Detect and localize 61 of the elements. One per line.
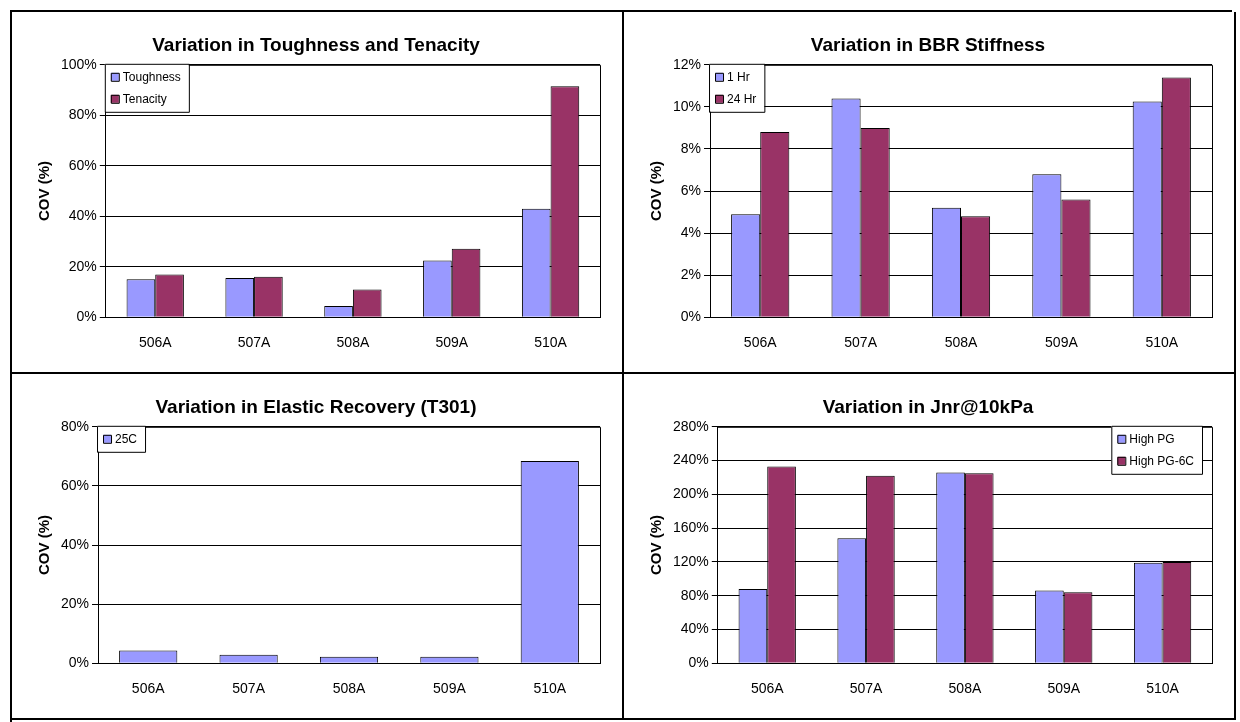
y-tick-label: 0% xyxy=(76,308,97,325)
y-axis-title: COV (%) xyxy=(647,161,665,221)
chart-title: Variation in Elastic Recovery (T301) xyxy=(155,395,477,417)
legend-label: 25C xyxy=(115,432,138,447)
y-tick-label: 200% xyxy=(672,485,709,502)
legend-label: 24 Hr xyxy=(727,92,757,107)
y-tick-label: 20% xyxy=(60,594,90,611)
y-axis-title: COV (%) xyxy=(35,161,53,221)
y-tick-label: 280% xyxy=(672,417,709,434)
x-tick-label: 506A xyxy=(138,334,173,351)
legend-label: Toughness xyxy=(122,70,181,85)
y-tick-label: 8% xyxy=(680,139,702,156)
y-axis-title: COV (%) xyxy=(647,515,665,575)
x-tick-label: 507A xyxy=(849,680,884,697)
y-tick-label: 40% xyxy=(68,207,97,224)
y-tick-label: 80% xyxy=(680,586,709,603)
x-tick-label: 508A xyxy=(948,680,982,697)
x-tick-label: 508A xyxy=(336,334,370,351)
legend-label: High PG-6C xyxy=(1129,454,1195,469)
y-tick-label: 12% xyxy=(672,55,702,72)
legend-label: High PG xyxy=(1129,432,1175,447)
y-tick-label: 100% xyxy=(60,55,97,72)
y-tick-label: 40% xyxy=(680,620,709,637)
y-tick-label: 160% xyxy=(672,518,709,535)
y-tick-label: 80% xyxy=(68,106,97,123)
x-tick-label: 506A xyxy=(131,680,166,697)
y-tick-label: 2% xyxy=(680,265,702,282)
x-tick-label: 506A xyxy=(750,680,785,697)
x-tick-label: 507A xyxy=(232,680,266,697)
y-tick-label: 20% xyxy=(68,257,97,274)
y-tick-label: 4% xyxy=(680,223,702,240)
x-tick-label: 506A xyxy=(743,334,778,351)
y-tick-label: 10% xyxy=(672,97,702,114)
chart-title: Variation in Jnr@10kPa xyxy=(822,395,1034,417)
x-tick-label: 510A xyxy=(1146,680,1180,697)
y-tick-label: 60% xyxy=(68,156,97,173)
y-tick-label: 0% xyxy=(688,654,709,671)
y-tick-label: 0% xyxy=(680,308,702,325)
x-tick-label: 509A xyxy=(435,334,469,351)
x-tick-label: 508A xyxy=(944,334,979,351)
y-tick-label: 240% xyxy=(672,451,709,468)
legend-label: Tenacity xyxy=(122,92,167,107)
x-tick-label: 509A xyxy=(1047,680,1081,697)
y-tick-label: 40% xyxy=(60,535,90,552)
x-tick-label: 507A xyxy=(844,334,878,351)
y-tick-label: 80% xyxy=(60,417,90,434)
x-tick-label: 509A xyxy=(433,680,467,697)
y-tick-label: 60% xyxy=(60,476,90,493)
y-tick-label: 0% xyxy=(68,654,90,671)
y-tick-label: 120% xyxy=(672,552,709,569)
legend-label: 1 Hr xyxy=(727,70,750,85)
chart-title: Variation in BBR Stiffness xyxy=(810,33,1046,55)
x-tick-label: 509A xyxy=(1045,334,1079,351)
y-tick-label: 6% xyxy=(680,181,702,198)
x-tick-label: 510A xyxy=(1145,334,1179,351)
x-tick-label: 510A xyxy=(533,680,567,697)
x-tick-label: 507A xyxy=(237,334,272,351)
x-tick-label: 510A xyxy=(534,334,568,351)
x-tick-label: 508A xyxy=(332,680,367,697)
chart-title: Variation in Toughness and Tenacity xyxy=(152,33,481,55)
y-axis-title: COV (%) xyxy=(35,515,53,575)
